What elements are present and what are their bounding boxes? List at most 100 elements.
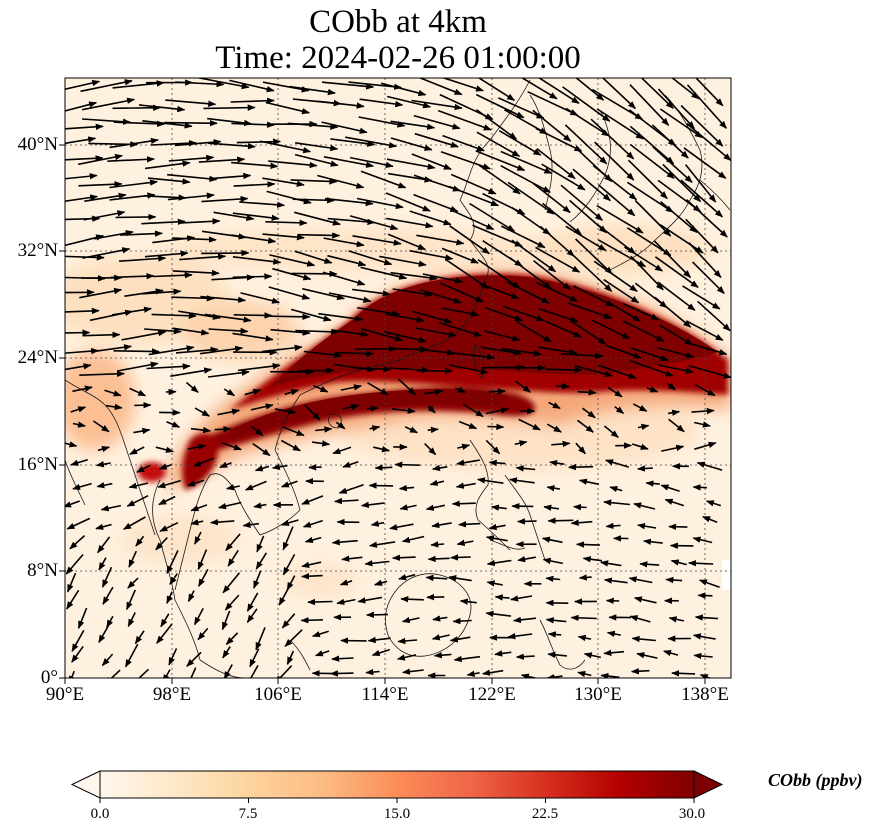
wind-arrow: [636, 652, 658, 659]
wind-arrow: [394, 461, 420, 468]
wind-arrow: [172, 327, 210, 336]
wind-arrow: [143, 194, 187, 201]
wind-arrow: [661, 444, 685, 452]
wind-arrow: [515, 653, 535, 660]
wind-arrow: [651, 124, 689, 159]
wind-arrow: [232, 273, 273, 280]
wind-arrow: [603, 499, 630, 506]
lat-tick-label: 24°N: [17, 347, 58, 368]
wind-arrow: [396, 654, 417, 661]
wind-arrow: [597, 224, 636, 255]
wind-arrow: [301, 561, 322, 568]
wind-arrow: [431, 634, 450, 641]
wind-arrow: [66, 572, 77, 593]
wind-arrow: [392, 288, 433, 298]
wind-arrow: [221, 441, 242, 451]
wind-arrow: [98, 625, 109, 644]
wind-arrow: [605, 459, 630, 468]
wind-arrow: [634, 199, 672, 237]
wind-arrow: [329, 670, 354, 677]
wind-arrow: [449, 636, 471, 643]
wind-arrow: [685, 218, 719, 254]
wind-arrow: [236, 138, 282, 145]
wind-arrow: [389, 523, 414, 531]
wind-arrow: [293, 211, 341, 226]
wind-arrow: [498, 130, 542, 156]
wind-arrow: [98, 557, 107, 571]
wind-arrow: [78, 153, 123, 166]
wind-arrow: [479, 282, 520, 300]
wind-arrow: [311, 440, 331, 447]
wind-arrow: [69, 535, 86, 550]
wind-arrow: [158, 495, 176, 506]
wind-arrow: [261, 344, 303, 353]
wind-arrow: [654, 256, 699, 288]
wind-arrow: [367, 636, 391, 644]
wind-vectors: [65, 78, 731, 678]
wind-arrow: [664, 498, 685, 507]
wind-arrow: [680, 104, 724, 147]
wind-arrow: [437, 109, 492, 131]
wind-arrow: [590, 118, 635, 160]
wind-arrow: [695, 384, 716, 397]
wind-arrow: [65, 234, 105, 247]
wind-arrow: [564, 124, 608, 165]
wind-arrow: [398, 573, 416, 581]
wind-arrow: [662, 163, 702, 203]
wind-arrow: [187, 590, 195, 603]
wind-arrow: [255, 627, 266, 651]
wind-arrow: [213, 211, 255, 221]
wind-arrow: [606, 300, 641, 322]
wind-arrow: [660, 484, 680, 493]
wind-arrow: [341, 555, 363, 562]
wind-arrow: [65, 101, 98, 112]
wind-arrow: [126, 494, 149, 507]
wind-arrow: [111, 306, 152, 316]
wind-arrow: [517, 555, 536, 563]
wind-arrow: [187, 479, 205, 487]
lon-tick-label: 90°E: [45, 684, 85, 705]
wind-arrow: [156, 623, 173, 644]
wind-arrow: [666, 382, 677, 391]
wind-arrow: [190, 519, 204, 526]
wind-arrow: [225, 533, 241, 552]
wind-arrow: [303, 350, 343, 359]
wind-arrow: [224, 594, 240, 611]
wind-arrow: [682, 285, 721, 310]
wind-arrow: [685, 199, 728, 238]
wind-arrow: [290, 178, 338, 185]
wind-arrow: [223, 388, 235, 397]
wind-arrow: [626, 181, 674, 213]
lat-tick-label: 8°N: [27, 560, 58, 581]
wind-arrow: [478, 164, 521, 195]
wind-arrow: [633, 502, 656, 510]
wind-arrow: [452, 617, 472, 625]
wind-arrow: [370, 520, 385, 527]
wind-arrow: [442, 134, 485, 152]
wind-arrow: [425, 574, 448, 582]
wind-arrow: [514, 440, 528, 447]
wind-arrow: [175, 80, 225, 88]
wind-arrow: [535, 281, 579, 302]
wind-arrow: [134, 630, 145, 645]
wind-arrow: [387, 233, 427, 251]
wind-arrow: [369, 425, 381, 432]
wind-arrow: [487, 423, 505, 431]
wind-arrow: [282, 554, 296, 576]
chart-subtitle-time: Time: 2024-02-26 01:00:00: [215, 40, 581, 76]
wind-arrow: [614, 405, 625, 415]
wind-arrow: [697, 592, 713, 599]
wind-arrow: [152, 271, 193, 279]
wind-arrow: [572, 321, 607, 345]
wind-arrow: [317, 100, 365, 109]
wind-arrow: [453, 655, 481, 663]
wind-arrow: [336, 598, 356, 606]
wind-arrow: [356, 197, 404, 210]
wind-arrow: [603, 577, 628, 584]
wind-arrow: [547, 651, 567, 658]
wind-arrow: [624, 246, 664, 272]
wind-arrow: [331, 539, 358, 546]
wind-arrow: [360, 501, 385, 509]
wind-arrow: [532, 109, 572, 142]
wind-arrow: [367, 382, 389, 396]
